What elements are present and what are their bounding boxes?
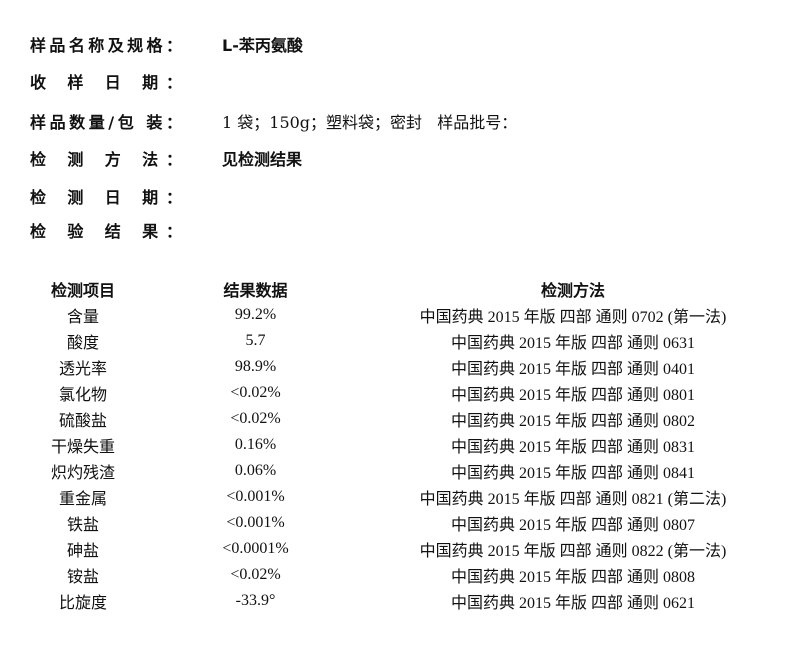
cell-item: 比旋度 <box>58 593 107 612</box>
cell-result: <0.001% <box>226 488 285 505</box>
table-row: 硫酸盐 <0.02% 中国药典 2015 年版 四部 通则 0802 <box>18 406 783 432</box>
cell-method: 中国药典 2015 年版 四部 通则 0401 <box>450 361 695 378</box>
cell-item: 炽灼残渣 <box>50 463 115 482</box>
cell-item: 氯化物 <box>58 385 107 404</box>
cell-method: 中国药典 2015 年版 四部 通则 0821 (第二法) <box>419 491 727 508</box>
table-row: 氯化物 <0.02% 中国药典 2015 年版 四部 通则 0801 <box>18 380 783 406</box>
cell-result: -33.9° <box>235 592 276 609</box>
cell-result: <0.02% <box>230 566 281 583</box>
cell-item: 铵盐 <box>66 567 99 586</box>
cell-item: 砷盐 <box>66 541 99 560</box>
cell-method: 中国药典 2015 年版 四部 通则 0831 <box>450 439 695 456</box>
cell-result: 5.7 <box>245 332 266 349</box>
cell-item: 硫酸盐 <box>58 411 107 430</box>
cell-item: 干燥失重 <box>50 437 115 456</box>
cell-result: 0.16% <box>234 436 277 453</box>
results-table: 检测项目 结果数据 检测方法 含量 99.2% 中国药典 2015 年版 四部 通则… <box>18 276 783 614</box>
cell-method: 中国药典 2015 年版 四部 通则 0801 <box>450 387 695 404</box>
cell-item: 重金属 <box>58 489 107 508</box>
table-row: 含量 99.2% 中国药典 2015 年版 四部 通则 0702 (第一法) <box>18 302 783 328</box>
field-quantity-package: 样品数量/包 装： 1 袋；150g；塑料袋；密封 样品批号： <box>30 109 517 133</box>
cell-result: 98.9% <box>234 358 277 375</box>
field-receive-date: 收 样 日 期： <box>30 69 182 93</box>
cell-method: 中国药典 2015 年版 四部 通则 0822 (第一法) <box>419 543 727 560</box>
field-label: 检 验 结 果： <box>30 222 182 241</box>
field-test-result: 检 验 结 果： <box>30 218 182 242</box>
table-row: 比旋度 -33.9° 中国药典 2015 年版 四部 通则 0621 <box>18 588 783 614</box>
cell-result: 99.2% <box>234 306 277 323</box>
field-value: 见检测结果 <box>222 150 303 169</box>
table-header-row: 检测项目 结果数据 检测方法 <box>18 276 783 302</box>
cell-result: <0.02% <box>230 384 281 401</box>
cell-item: 透光率 <box>58 359 107 378</box>
header-method: 检测方法 <box>540 281 605 300</box>
table-row: 重金属 <0.001% 中国药典 2015 年版 四部 通则 0821 (第二法) <box>18 484 783 510</box>
cell-result: 0.06% <box>234 462 277 479</box>
field-test-method: 检 测 方 法： 见检测结果 <box>30 146 302 170</box>
header-item: 检测项目 <box>50 281 115 300</box>
cell-method: 中国药典 2015 年版 四部 通则 0802 <box>450 413 695 430</box>
header-result: 结果数据 <box>223 281 288 300</box>
field-label: 收 样 日 期： <box>30 73 182 92</box>
cell-method: 中国药典 2015 年版 四部 通则 0808 <box>450 569 695 586</box>
cell-method: 中国药典 2015 年版 四部 通则 0807 <box>450 517 695 534</box>
cell-method: 中国药典 2015 年版 四部 通则 0702 (第一法) <box>419 309 727 326</box>
field-label: 检 测 日 期： <box>30 188 182 207</box>
field-label: 检 测 方 法： <box>30 150 182 169</box>
cell-result: <0.02% <box>230 410 281 427</box>
cell-method: 中国药典 2015 年版 四部 通则 0841 <box>450 465 695 482</box>
field-value: L-苯丙氨酸 <box>222 36 303 55</box>
cell-item: 酸度 <box>66 333 99 352</box>
field-label: 样品数量/包 装： <box>30 113 182 132</box>
cell-method: 中国药典 2015 年版 四部 通则 0631 <box>450 335 695 352</box>
cell-item: 铁盐 <box>66 515 99 534</box>
table-row: 铁盐 <0.001% 中国药典 2015 年版 四部 通则 0807 <box>18 510 783 536</box>
table-row: 砷盐 <0.0001% 中国药典 2015 年版 四部 通则 0822 (第一法) <box>18 536 783 562</box>
table-row: 透光率 98.9% 中国药典 2015 年版 四部 通则 0401 <box>18 354 783 380</box>
table-row: 炽灼残渣 0.06% 中国药典 2015 年版 四部 通则 0841 <box>18 458 783 484</box>
cell-item: 含量 <box>66 307 99 326</box>
table-row: 酸度 5.7 中国药典 2015 年版 四部 通则 0631 <box>18 328 783 354</box>
field-sample-name: 样品名称及规格： L-苯丙氨酸 <box>30 32 303 56</box>
field-value: 1 袋；150g；塑料袋；密封 样品批号： <box>222 113 518 132</box>
cell-method: 中国药典 2015 年版 四部 通则 0621 <box>450 595 695 612</box>
cell-result: <0.0001% <box>222 540 289 557</box>
table-row: 铵盐 <0.02% 中国药典 2015 年版 四部 通则 0808 <box>18 562 783 588</box>
table-row: 干燥失重 0.16% 中国药典 2015 年版 四部 通则 0831 <box>18 432 783 458</box>
field-label: 样品名称及规格： <box>30 36 182 55</box>
cell-result: <0.001% <box>226 514 285 531</box>
field-test-date: 检 测 日 期： <box>30 184 182 208</box>
